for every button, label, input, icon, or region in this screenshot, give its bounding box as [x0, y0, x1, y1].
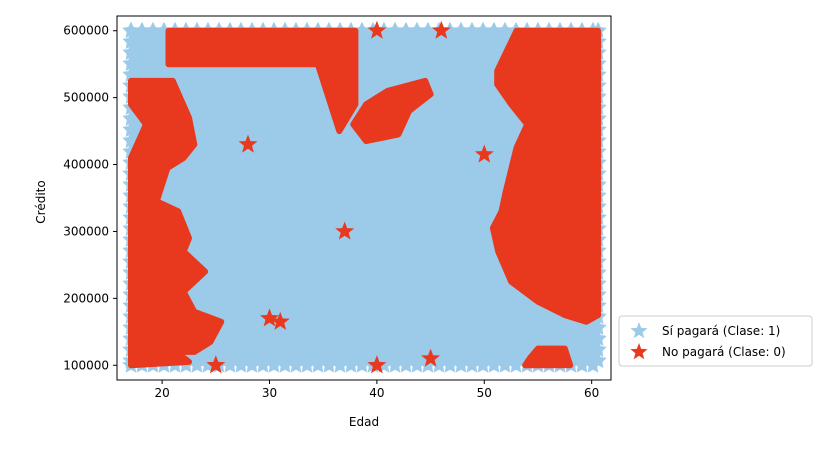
data-point-2	[238, 134, 258, 153]
y-tick-label: 100000	[63, 358, 109, 372]
x-tick-label: 30	[262, 386, 277, 400]
decision-regions	[122, 21, 607, 373]
legend: Sí pagará (Clase: 1) No pagará (Clase: 0)	[618, 315, 813, 367]
data-point-9	[431, 20, 451, 39]
data-point-3	[260, 308, 279, 327]
data-points	[206, 20, 494, 374]
data-point-4	[270, 311, 290, 330]
region-class-0-5	[489, 27, 602, 325]
legend-box	[618, 315, 813, 367]
x-axis: 20 30 40 50 60	[154, 380, 599, 400]
y-tick-label: 300000	[63, 224, 109, 238]
legend-label-2: No pagará (Clase: 0)	[662, 345, 786, 359]
y-tick-label: 600000	[63, 24, 109, 38]
x-tick-label: 20	[154, 386, 169, 400]
y-tick-label: 500000	[63, 91, 109, 105]
x-axis-label: Edad	[349, 415, 379, 429]
x-tick-label: 60	[584, 386, 599, 400]
data-point-7	[367, 20, 387, 39]
y-axis: 100000 200000 300000 400000 500000 600000	[63, 24, 117, 372]
data-point-1	[206, 355, 226, 374]
legend-label-1: Sí pagará (Clase: 1)	[662, 324, 780, 338]
y-tick-label: 400000	[63, 158, 109, 172]
region-class-0-2	[128, 77, 225, 355]
legend-marker-2	[630, 343, 648, 360]
plot-frame	[116, 15, 612, 381]
data-point-8	[421, 348, 441, 367]
region-class-0-1	[165, 27, 359, 135]
data-point-10	[474, 144, 494, 163]
x-tick-label: 40	[369, 386, 384, 400]
region-class-0-4	[350, 77, 434, 145]
region-class-0-3	[128, 332, 192, 369]
y-axis-label: Crédito	[34, 180, 48, 223]
data-point-6	[367, 355, 387, 374]
y-tick-label: 200000	[63, 291, 109, 305]
region-class-0-6	[522, 345, 574, 369]
data-point-5	[335, 221, 355, 240]
x-tick-label: 50	[477, 386, 492, 400]
legend-marker-1	[630, 322, 648, 339]
